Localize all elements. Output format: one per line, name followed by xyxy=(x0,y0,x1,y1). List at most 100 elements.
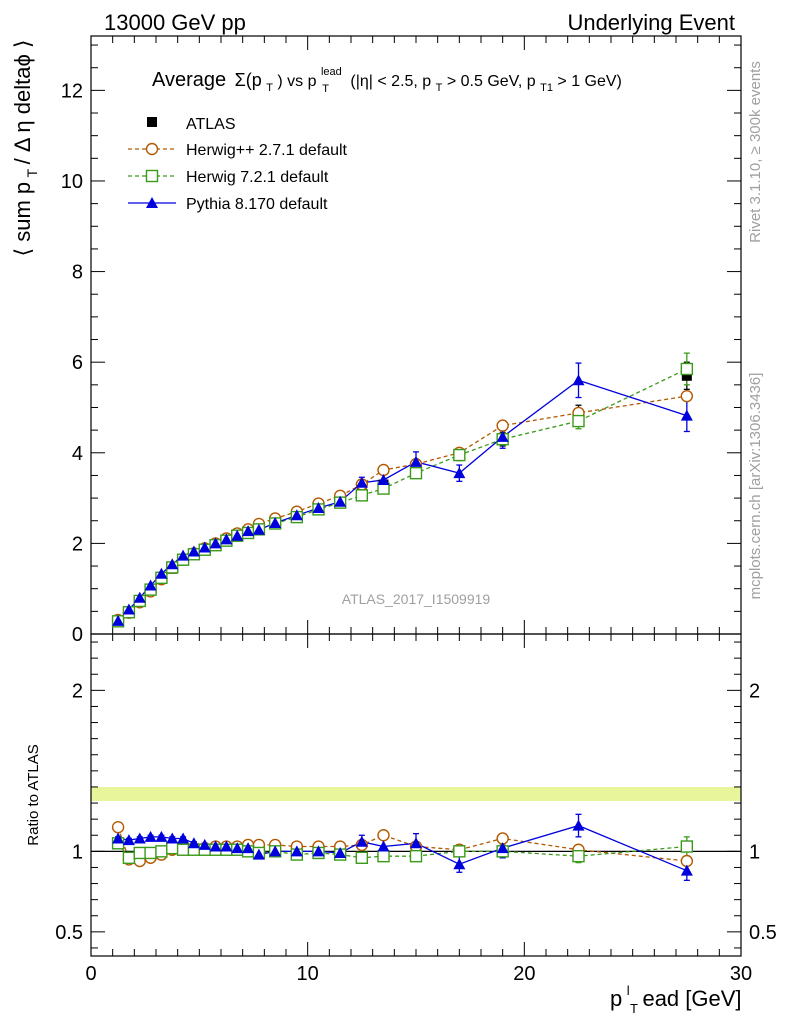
xlabel-p: p xyxy=(610,986,622,1011)
ratio-point-pythia xyxy=(133,832,146,844)
title-cuts-sub2: T1 xyxy=(540,82,553,94)
main-line-herwigpp xyxy=(117,395,687,621)
ratio-point-pythia xyxy=(252,848,265,860)
ratio-point-herwig7 xyxy=(453,845,466,858)
ratio-point-pythia xyxy=(231,842,244,854)
title-sigma-sub: T xyxy=(266,82,273,94)
ratio-ytick-label-left: 2 xyxy=(72,680,83,702)
ratio-point-herwig7 xyxy=(166,841,179,855)
legend-entry-pythia: Pythia 8.170 default xyxy=(128,196,328,213)
main-xticks xyxy=(90,36,742,634)
ratio-point-pythia xyxy=(198,838,211,850)
main-lines xyxy=(117,368,688,622)
ratio-ylabel: Ratio to ATLAS xyxy=(25,744,42,845)
main-point-pythia xyxy=(177,549,190,561)
ratio-point-herwigpp xyxy=(377,829,390,842)
ratio-point-pythia xyxy=(334,846,347,858)
ratio-point-pythia xyxy=(269,845,282,857)
header-left: 13000 GeV pp xyxy=(104,10,246,35)
legend-label-herwig7: Herwig 7.2.1 default xyxy=(186,169,329,186)
ratio-point-pythia xyxy=(187,837,200,849)
legend: ATLAS Herwig++ 2.7.1 default Herwig 7.2.… xyxy=(128,116,348,213)
ratio-ytick-label-right: 0.5 xyxy=(749,922,777,944)
header-right: Underlying Event xyxy=(567,10,735,35)
main-point-herwig7 xyxy=(680,362,694,376)
main-point-pythia xyxy=(355,476,368,488)
main-point-herwigpp xyxy=(377,463,390,477)
main-point-pythia xyxy=(231,529,244,541)
ratio-point-pythia xyxy=(209,840,222,852)
main-point-pythia xyxy=(242,525,255,537)
ratio-ytick-label-right: 1 xyxy=(749,841,760,863)
ratio-point-herwig7 xyxy=(355,851,369,864)
main-point-herwig7 xyxy=(453,448,466,462)
ratio-point-pythia xyxy=(155,830,168,842)
ylabel-sub: T xyxy=(24,168,40,177)
ratio-point-pythia xyxy=(112,832,125,844)
main-ytick-label: 0 xyxy=(72,624,83,646)
legend-label-herwigpp: Herwig++ 2.7.1 default xyxy=(186,142,348,159)
ratio-point-herwig7 xyxy=(176,843,190,856)
title-cuts2: > 0.5 GeV, p xyxy=(447,73,536,90)
ratio-xticks: 0 10 20 30 xyxy=(85,634,752,985)
main-point-pythia xyxy=(133,591,146,603)
main-point-pythia xyxy=(377,473,390,485)
main-point-herwig7 xyxy=(355,489,369,502)
title-cuts: (|η| < 2.5, p xyxy=(350,73,431,90)
main-ytick-label: 10 xyxy=(61,171,83,193)
main-point-pythia xyxy=(155,567,168,579)
main-point-pythia xyxy=(122,603,135,615)
title-sigma: Σ(p xyxy=(235,70,262,90)
main-point-pythia xyxy=(220,533,233,545)
ratio-point-herwig7 xyxy=(680,840,694,853)
main-point-pythia xyxy=(410,455,422,467)
legend-entry-herwig7: Herwig 7.2.1 default xyxy=(128,169,329,186)
ratio-point-pythia xyxy=(410,837,422,849)
main-point-pythia xyxy=(496,430,509,442)
ratio-point-pythia xyxy=(122,834,135,846)
main-point-pythia xyxy=(290,509,303,521)
title-cuts-sub1: T xyxy=(436,82,443,94)
main-point-pythia xyxy=(198,541,211,553)
ratio-point-herwig7 xyxy=(377,849,390,863)
ratio-xtick-label: 0 xyxy=(85,963,96,985)
rivet-label: Rivet 3.1.10, ≥ 300k events xyxy=(747,61,764,243)
main-point-atlas xyxy=(681,370,692,381)
ratio-ytick-label-right: 2 xyxy=(749,680,760,702)
main-title: Average Σ(p T ) vs p lead T (|η| < 2.5, … xyxy=(152,62,622,96)
main-point-pythia xyxy=(144,579,157,591)
ratio-xtick-label: 20 xyxy=(513,963,535,985)
ratio-ytick-label-left: 0.5 xyxy=(55,922,83,944)
main-line-pythia xyxy=(117,379,688,622)
xlabel-sup: l xyxy=(627,983,630,998)
legend-marker-atlas xyxy=(147,117,157,127)
legend-marker-herwigpp xyxy=(145,142,159,156)
ratio-point-pythia xyxy=(290,845,303,857)
xlabel-sub: T xyxy=(630,1001,638,1016)
main-errors xyxy=(117,352,690,623)
ratio-point-pythia xyxy=(680,864,693,876)
title-lead-sup: lead xyxy=(321,66,342,78)
main-panel: 0 2 4 6 8 10 12 Average Σ(p T ) vs p lead T (|… xyxy=(10,35,742,646)
analysis-watermark: ATLAS_2017_I1509919 xyxy=(342,591,491,607)
main-ytick-label: 2 xyxy=(72,533,83,555)
main-point-pythia xyxy=(312,502,325,514)
ratio-markers xyxy=(111,819,694,876)
ratio-point-pythia xyxy=(166,832,179,844)
ratio-point-herwig7 xyxy=(572,849,585,863)
main-point-pythia xyxy=(187,545,200,557)
main-point-herwigpp xyxy=(680,389,694,403)
legend-entry-herwigpp: Herwig++ 2.7.1 default xyxy=(128,142,348,159)
main-ytick-label: 8 xyxy=(72,262,83,284)
main-point-pythia xyxy=(334,495,347,507)
main-point-herwig7 xyxy=(572,414,585,428)
legend-marker-herwig7 xyxy=(145,169,159,183)
ratio-panel: 0.5 0.5 1 1 2 2 0 10 20 30 Ratio to ATLAS p l T … xyxy=(25,633,777,1016)
main-point-pythia xyxy=(209,537,222,549)
title-vs: vs p xyxy=(287,73,316,90)
xlabel-rest: ead [GeV] xyxy=(642,986,741,1011)
ratio-point-herwig7 xyxy=(122,851,136,864)
title-close: ) xyxy=(277,73,282,90)
main-yticks: 0 2 4 6 8 10 12 xyxy=(61,44,741,646)
